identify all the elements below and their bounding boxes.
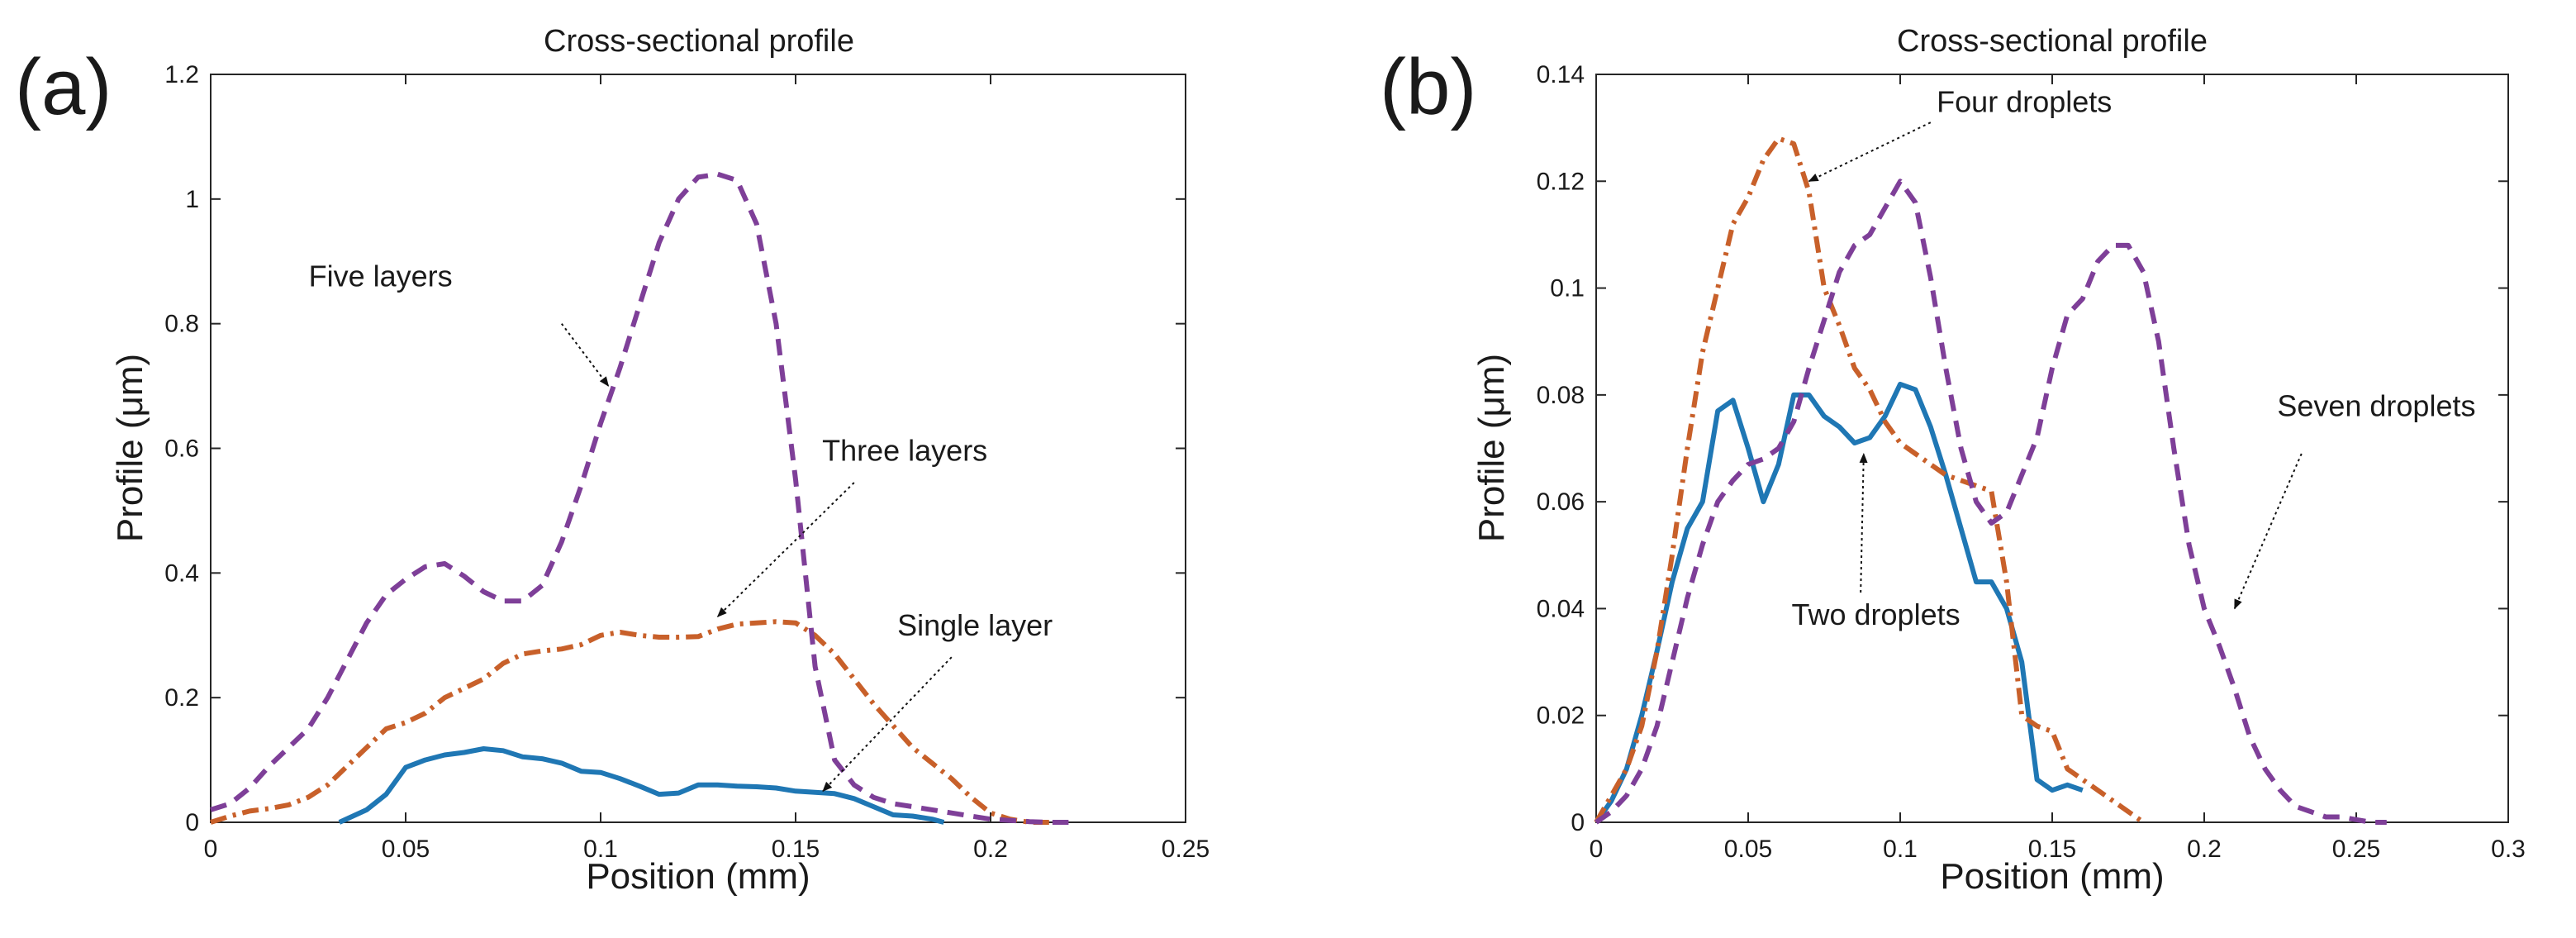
series-five-layers — [210, 171, 1069, 825]
panel-a-xlabel: Position (mm) — [586, 856, 810, 897]
annotation-seven-droplets: Seven droplets — [2277, 389, 2475, 423]
panel-b-annotations: Four droplets Seven droplets Two droplets — [1792, 84, 2476, 631]
annotation-two-droplets: Two droplets — [1792, 598, 1961, 631]
x-tick-label: 0.15 — [2028, 836, 2076, 863]
annotation-single-layer: Single layer — [897, 608, 1053, 642]
panel-a-annotations: Five layers Three layers Single layer — [309, 259, 1053, 793]
annotation-arrow — [1808, 121, 1932, 183]
panel-b-series — [1594, 136, 2387, 825]
y-tick-label: 0.02 — [1537, 702, 1585, 730]
annotation-four-droplets: Four droplets — [1937, 84, 2112, 118]
x-tick-label: 0.2 — [973, 836, 1008, 863]
y-tick-label: 0.2 — [164, 684, 199, 712]
x-tick-label: 0.1 — [583, 836, 618, 863]
panel-a-series — [210, 171, 1069, 825]
annotation-arrow — [561, 323, 610, 387]
series-two-droplets — [1594, 381, 2084, 824]
panel-b-ticks: 0 0.05 0.1 0.15 0.2 0.25 0.3 0 0.02 0.04 0.06 0.08 0… — [1537, 61, 2526, 863]
x-tick-label: 0.25 — [1162, 836, 1210, 863]
panel-a: (a) Cross-sectional profile 0 0.05 0.1 0.15… — [15, 24, 1210, 897]
annotation-arrow — [2233, 453, 2303, 610]
y-tick-label: 0 — [1571, 809, 1585, 836]
panel-b-ylabel: Profile (μm) — [1471, 354, 1512, 542]
annotation-arrow — [822, 656, 953, 793]
y-tick-label: 0.4 — [164, 559, 199, 587]
series-four-droplets — [1594, 136, 2146, 825]
annotation-five-layers: Five layers — [309, 259, 453, 293]
panel-b-xlabel: Position (mm) — [1940, 856, 2164, 897]
x-tick-label: 0.25 — [2332, 836, 2380, 863]
y-tick-label: 1.2 — [164, 61, 199, 88]
series-seven-droplets — [1595, 179, 2387, 825]
x-tick-label: 0.05 — [1724, 836, 1772, 863]
x-tick-label: 0.3 — [2491, 836, 2526, 863]
series-single-layer — [338, 746, 945, 825]
y-tick-label: 0.06 — [1537, 488, 1585, 516]
y-tick-label: 1 — [185, 186, 199, 213]
y-tick-label: 0.12 — [1537, 168, 1585, 195]
y-tick-label: 0.6 — [164, 436, 199, 463]
y-tick-label: 0.04 — [1537, 595, 1585, 622]
y-tick-label: 0.8 — [164, 311, 199, 338]
panel-a-label: (a) — [15, 43, 112, 131]
panel-b-label: (b) — [1380, 43, 1476, 131]
panel-b-plot-frame — [1595, 74, 2509, 823]
panel-a-plot-frame — [210, 74, 1186, 823]
x-tick-label: 0.05 — [382, 836, 430, 863]
panel-a-title: Cross-sectional profile — [544, 24, 854, 59]
x-tick-label: 0 — [1590, 836, 1604, 863]
series-three-layers — [210, 619, 1049, 825]
y-tick-label: 0.08 — [1537, 382, 1585, 409]
annotation-arrow — [1859, 452, 1868, 593]
y-tick-label: 0.1 — [1550, 275, 1585, 302]
panel-a-ylabel: Profile (μm) — [110, 354, 150, 542]
panel-a-ticks: 0 0.05 0.1 0.15 0.2 0.25 0 0.2 0.4 0.6 0.8 1 1.2 — [164, 61, 1210, 863]
panel-b: (b) Cross-sectional profile 0 0.05 0.1 0.15… — [1380, 24, 2526, 897]
y-tick-label: 0 — [185, 809, 199, 836]
y-tick-label: 0.14 — [1537, 61, 1585, 88]
x-tick-label: 0.1 — [1883, 836, 1918, 863]
panel-b-title: Cross-sectional profile — [1897, 24, 2208, 59]
annotation-three-layers: Three layers — [822, 434, 987, 468]
x-tick-label: 0.15 — [772, 836, 820, 863]
x-tick-label: 0.2 — [2187, 836, 2222, 863]
annotation-arrow — [716, 482, 855, 617]
x-tick-label: 0 — [204, 836, 218, 863]
